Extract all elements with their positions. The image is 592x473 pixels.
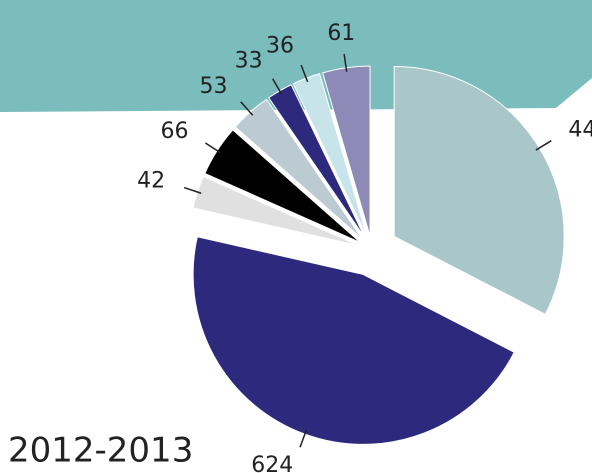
leader-line xyxy=(343,53,348,72)
leader-line xyxy=(183,186,202,194)
data-label: 42 xyxy=(137,168,165,193)
data-label: 53 xyxy=(199,74,227,99)
chart-title: 2012-2013 xyxy=(8,431,193,471)
leader-line xyxy=(300,64,309,83)
data-label: 61 xyxy=(327,21,355,46)
leader-line xyxy=(240,101,254,116)
leader-line xyxy=(272,78,283,95)
data-label: 33 xyxy=(235,48,263,73)
leader-line xyxy=(204,142,221,154)
data-label: 442 xyxy=(568,117,592,142)
leader-line xyxy=(299,430,307,448)
data-label: 624 xyxy=(251,453,293,473)
data-label: 66 xyxy=(161,119,189,144)
leader-line xyxy=(535,140,552,151)
data-label: 36 xyxy=(266,33,294,58)
